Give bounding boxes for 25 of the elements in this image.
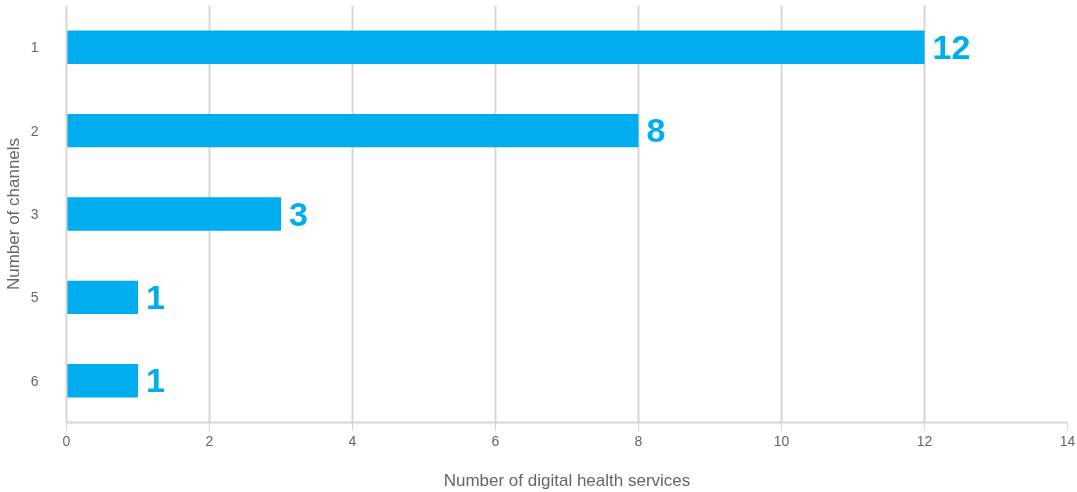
x-tick-label: 14 [1059,432,1076,449]
y-tick-label: 1 [30,39,39,56]
x-tick-label: 2 [205,432,214,449]
x-tick-label: 6 [491,432,500,449]
data-label: 1 [146,277,165,316]
bar [66,364,138,398]
y-tick-label: 5 [30,289,39,306]
x-tick-label: 4 [348,432,357,449]
bar [66,280,138,315]
data-label: 8 [646,111,666,150]
bar [66,113,639,148]
bar [66,30,925,64]
y-axis-title: Number of channels [3,137,23,291]
data-label: 3 [289,194,308,233]
y-tick-label: 3 [30,206,39,222]
x-tick-label: 10 [773,432,790,449]
y-tick-label: 2 [30,122,39,139]
x-tick-label: 8 [634,432,643,449]
x-axis-title: Number of digital health services [443,470,691,490]
y-tick-label: 6 [30,372,39,389]
data-label: 1 [146,361,165,400]
x-tick-label: 0 [62,432,71,449]
bar [66,197,281,231]
x-tick-label: 12 [916,432,933,449]
data-label: 12 [932,27,971,66]
